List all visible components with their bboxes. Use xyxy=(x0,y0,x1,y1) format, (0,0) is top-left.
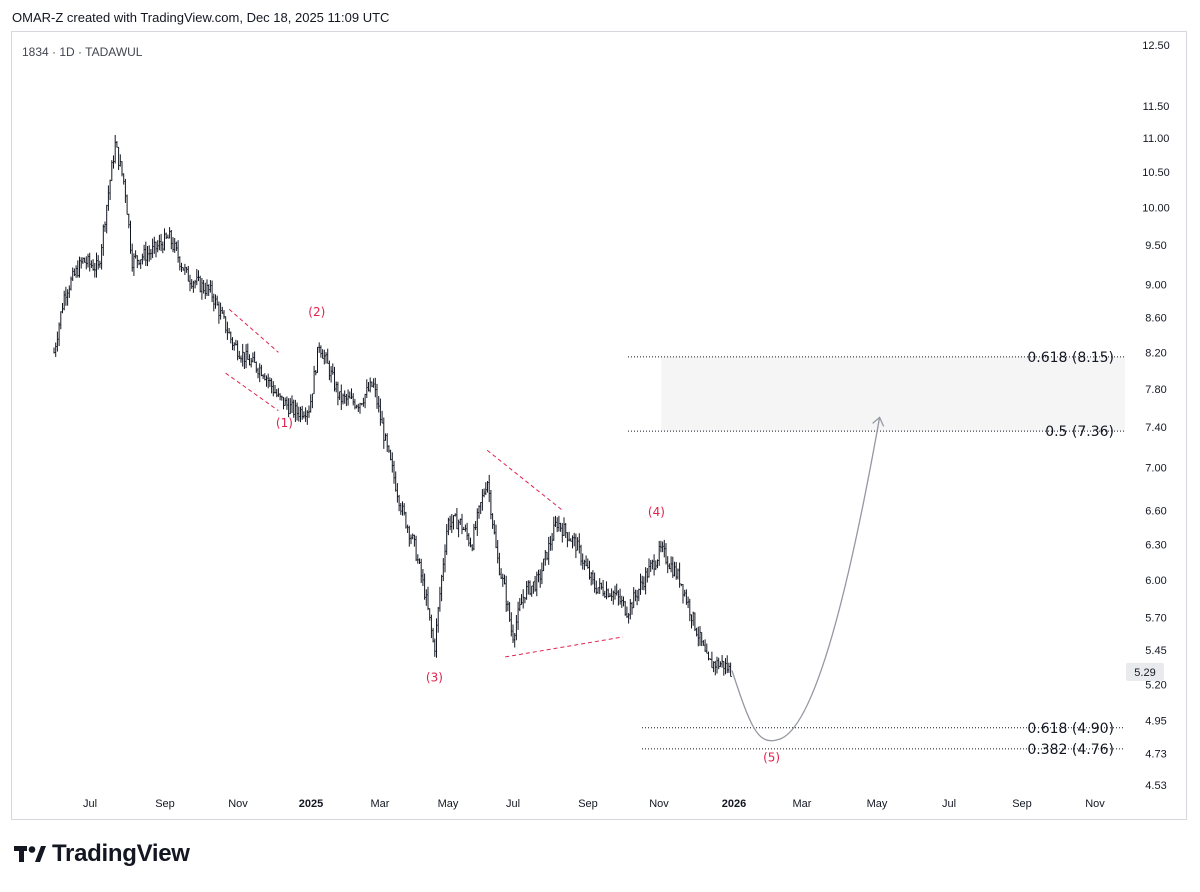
price-tick-label: 6.00 xyxy=(1145,575,1166,587)
time-tick-label: Sep xyxy=(155,798,175,810)
wave-channel-line xyxy=(486,449,564,512)
time-tick-label: Sep xyxy=(578,798,598,810)
time-tick-label: Nov xyxy=(228,798,248,810)
last-price-badge xyxy=(1126,662,1164,681)
projection-arrowhead xyxy=(872,416,885,427)
price-tick-label: 10.50 xyxy=(1142,167,1170,179)
price-tick-label: 8.60 xyxy=(1145,313,1166,325)
price-axis: 12.50 11.50 11.00 10.50 10.00 9.50 9.00 8.60 8.2… xyxy=(1126,40,1170,792)
wave-label: (1) xyxy=(276,416,293,430)
brand-name: TradingView xyxy=(52,840,190,867)
projection-path xyxy=(731,416,885,742)
price-tick-label: 9.00 xyxy=(1145,279,1166,291)
time-tick-label: Jul xyxy=(83,798,97,810)
price-tick-label: 5.70 xyxy=(1145,613,1166,625)
time-tick-label: May xyxy=(438,798,459,810)
price-tick-label: 8.20 xyxy=(1145,347,1166,359)
time-tick-label: Sep xyxy=(1012,798,1032,810)
fib-label: 0.618 (8.15) xyxy=(1027,350,1114,366)
fibonacci-levels: 0.618 (8.15) 0.5 (7.36) 0.618 (4.90) 0.382 … xyxy=(628,350,1125,758)
price-tick-label: 7.40 xyxy=(1145,422,1166,434)
price-tick-label: 4.73 xyxy=(1145,749,1166,761)
wave-label: (2) xyxy=(308,305,325,319)
time-tick-label: Jul xyxy=(942,798,956,810)
time-tick-label: Nov xyxy=(1085,798,1105,810)
price-tick-label: 9.50 xyxy=(1145,240,1166,252)
target-zone-rect xyxy=(661,356,1125,432)
wave-label: (3) xyxy=(426,671,443,685)
time-tick-label: Mar xyxy=(793,798,812,810)
chart-frame xyxy=(11,31,1187,820)
time-tick-label: Nov xyxy=(649,798,669,810)
fib-label: 0.5 (7.36) xyxy=(1045,424,1114,440)
projection-curve xyxy=(731,417,881,742)
time-tick-label: Mar xyxy=(371,798,390,810)
wave-labels: (1) (2) (3) (4) (5) xyxy=(276,305,780,764)
target-zone xyxy=(661,356,1125,432)
price-tick-label: 11.50 xyxy=(1143,101,1170,113)
price-tick-label: 7.00 xyxy=(1145,463,1166,475)
time-tick-label: Jul xyxy=(506,798,520,810)
price-tick-label: 4.53 xyxy=(1145,780,1166,792)
tradingview-logo-icon xyxy=(14,846,46,862)
price-tick-label: 7.80 xyxy=(1145,384,1166,396)
time-tick-label: 2025 xyxy=(299,798,323,810)
wave-label: (5) xyxy=(763,750,780,764)
price-tick-label: 5.45 xyxy=(1145,645,1166,657)
price-tick-label: 5.20 xyxy=(1145,679,1166,691)
fib-label: 0.382 (4.76) xyxy=(1027,742,1114,758)
last-price-label: 5.29 xyxy=(1134,667,1155,679)
time-tick-label: May xyxy=(867,798,888,810)
price-tick-label: 4.95 xyxy=(1145,715,1166,727)
elliott-wave-lines xyxy=(225,308,623,658)
fib-label: 0.618 (4.90) xyxy=(1027,721,1114,737)
footer-brand: TradingView xyxy=(14,840,190,868)
price-tick-label: 12.50 xyxy=(1142,40,1170,52)
price-bars xyxy=(53,134,733,677)
time-axis: Jul Sep Nov 2025 Mar May Jul Sep Nov 2026 Mar May Ju… xyxy=(83,798,1105,810)
wave-channel-line xyxy=(225,372,279,412)
price-tick-label: 11.00 xyxy=(1143,133,1170,145)
price-tick-label: 6.60 xyxy=(1145,506,1166,518)
chart-header-caption: OMAR-Z created with TradingView.com, Dec… xyxy=(12,10,390,25)
time-tick-label: 2026 xyxy=(722,798,746,810)
wave-channel-line xyxy=(505,636,623,658)
price-tick-label: 6.30 xyxy=(1145,540,1166,552)
price-tick-label: 10.00 xyxy=(1142,203,1170,215)
wave-channel-line xyxy=(228,308,279,353)
symbol-info: 1834 · 1D · TADAWUL xyxy=(22,45,143,59)
wave-label: (4) xyxy=(648,505,665,519)
